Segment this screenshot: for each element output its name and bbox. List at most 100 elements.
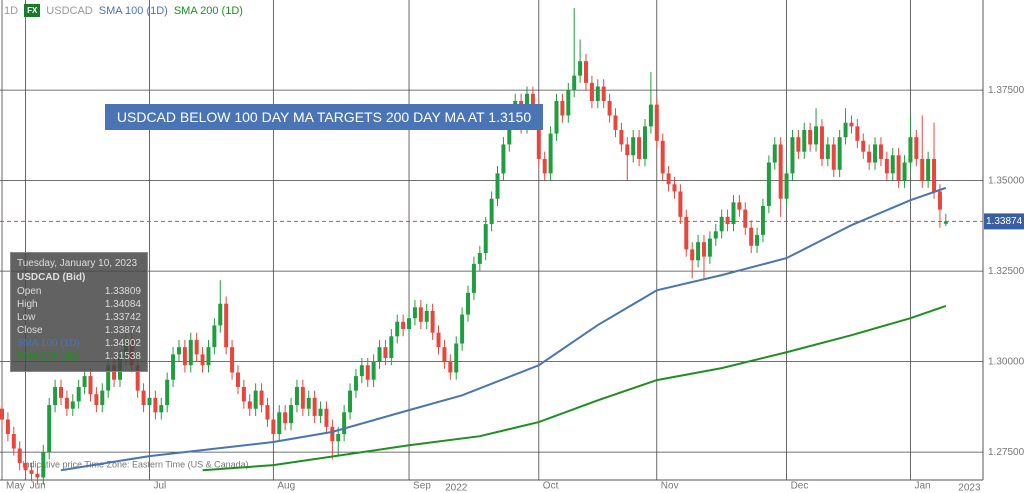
candle-body: [0, 408, 5, 420]
candle-body: [831, 144, 836, 170]
x-tick-label: Nov: [661, 481, 679, 492]
candle-body: [536, 108, 541, 159]
candle-body: [17, 448, 22, 463]
candle-body: [389, 336, 394, 359]
candle-body: [808, 129, 813, 145]
candle-body: [607, 100, 612, 116]
candle-body: [342, 412, 347, 435]
tooltip-row: SMA 100 (1D) 1.34802: [17, 337, 141, 350]
candle-body: [926, 158, 931, 181]
candle-body: [294, 386, 299, 406]
candle-body: [483, 224, 488, 254]
year-label: 2023: [958, 483, 981, 493]
badge: FX: [24, 4, 41, 17]
annotation: USDCAD BELOW 100 DAY MA TARGETS 200 DAY …: [105, 104, 543, 130]
candle-body: [289, 405, 294, 424]
tooltip-value: 1.34084: [104, 299, 141, 310]
legend-entry: SMA 200 (1D): [173, 4, 243, 17]
y-tick-label: 1.35000: [988, 175, 1024, 186]
candle-body: [890, 155, 895, 174]
candle-body: [466, 292, 471, 315]
candle-body: [760, 205, 765, 235]
tooltip-value: 1.33874: [104, 325, 141, 336]
candle-body: [23, 462, 28, 471]
candle-body: [743, 209, 748, 228]
x-tick-label: Jul: [153, 481, 166, 492]
candle-body: [849, 122, 854, 127]
year-label: 2022: [445, 483, 468, 493]
candle-body: [29, 470, 34, 474]
x-tick-label: Oct: [543, 481, 559, 492]
candle-body: [572, 75, 577, 91]
candle-body: [53, 386, 58, 406]
candle-body: [88, 376, 93, 395]
tooltip-key: Close: [17, 325, 43, 336]
candle-body: [737, 202, 742, 210]
candle-body: [837, 137, 842, 170]
price-axis: [983, 0, 1024, 493]
candle-body: [206, 347, 211, 366]
candle-body: [353, 376, 358, 391]
candle-body: [666, 173, 671, 185]
candle-body: [106, 365, 111, 391]
candle-body: [454, 343, 459, 373]
sma-line: [60, 186, 947, 472]
candle-body: [814, 126, 819, 145]
candle-body: [436, 332, 441, 348]
x-tick-label: Jan: [914, 481, 930, 492]
candle-body: [902, 162, 907, 181]
symbol: USDCAD: [46, 4, 93, 17]
tooltip-key: SMA 200 (1D): [17, 351, 80, 362]
candle-body: [749, 227, 754, 246]
candle-body: [253, 390, 258, 409]
candle-body: [896, 155, 901, 181]
candle-body: [943, 221, 948, 224]
candle-body: [566, 90, 571, 116]
candle-body: [867, 151, 872, 163]
candle-body: [224, 303, 229, 348]
candle-body: [625, 144, 630, 156]
candle-body: [100, 390, 105, 406]
candle-body: [330, 426, 335, 442]
candle-body: [312, 397, 317, 416]
tooltip-date: Tuesday, January 10, 2023: [17, 258, 138, 269]
candle-body: [448, 361, 453, 373]
candle-body: [843, 122, 848, 138]
candle-body: [300, 386, 305, 409]
candle-body: [135, 365, 140, 391]
candle-body: [908, 137, 913, 163]
tooltip-key: Low: [17, 312, 36, 323]
candle-body: [701, 242, 706, 257]
candle-body: [318, 408, 323, 416]
x-tick-label: Sep: [413, 481, 431, 492]
candle-body: [412, 307, 417, 319]
candle-body: [489, 198, 494, 225]
candle-body: [324, 408, 329, 427]
candle-body: [395, 321, 400, 337]
candle-body: [82, 376, 87, 387]
candle-body: [165, 379, 170, 406]
last-price-label: 1.33874: [986, 216, 1023, 227]
candle-body: [778, 144, 783, 199]
legend-entry: SMA 100 (1D): [98, 4, 168, 17]
candle-body: [855, 126, 860, 141]
candle-body: [696, 242, 701, 261]
candle-body: [430, 310, 435, 333]
candle-body: [766, 162, 771, 206]
tooltip-row: High 1.34084: [17, 298, 141, 311]
candle-body: [265, 405, 270, 420]
candle-body: [554, 100, 559, 134]
candle-body: [471, 263, 476, 293]
candle-body: [259, 390, 264, 406]
candle-body: [825, 144, 830, 159]
tooltip-symbol: USDCAD (Bid): [17, 272, 86, 283]
candle-body: [11, 434, 16, 449]
tooltip-value: 1.31538: [104, 351, 141, 362]
candle-body: [200, 354, 205, 366]
candle-body: [772, 144, 777, 163]
candle-body: [690, 249, 695, 261]
candle-body: [548, 133, 553, 174]
candle-body: [495, 173, 500, 199]
candle-body: [306, 397, 311, 409]
